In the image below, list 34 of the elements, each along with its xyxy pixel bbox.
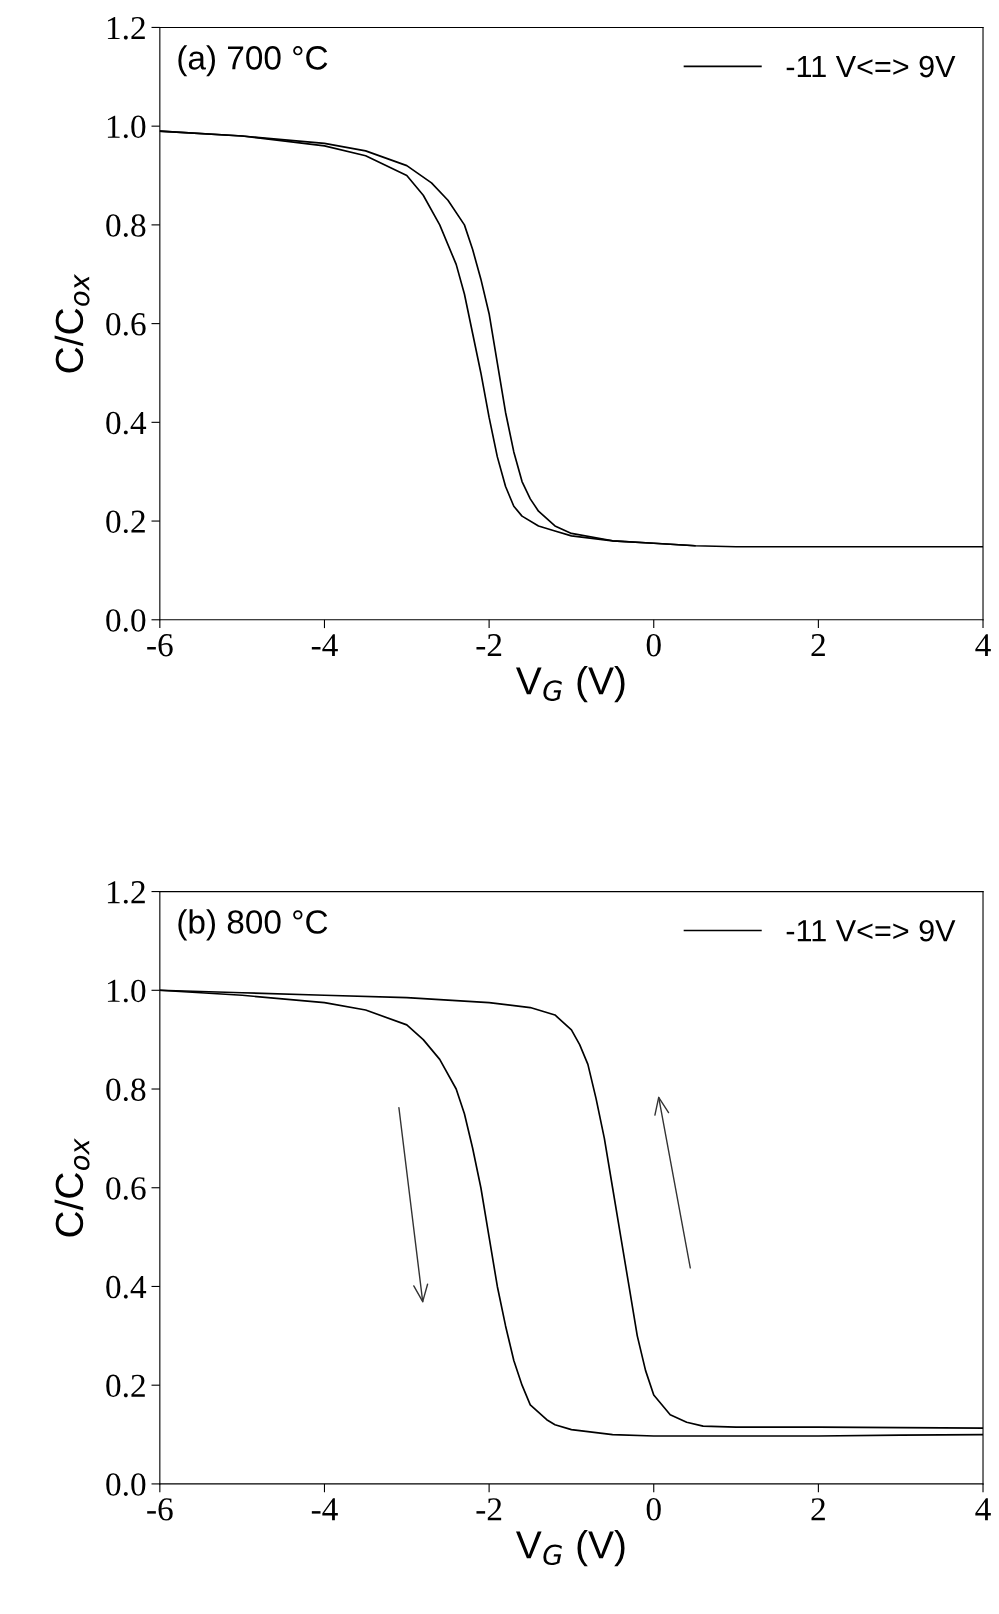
- y-tick-label: 0.0: [106, 609, 146, 632]
- y-tick-label: 0.2: [106, 510, 145, 534]
- x-axis-title: V$_{G}$ (V): [515, 1530, 625, 1567]
- y-tick-label: 0.4: [106, 1275, 147, 1299]
- legend-label: -11 V<=> 9V: [786, 919, 956, 942]
- x-tick-label: -4: [311, 1498, 338, 1521]
- y-tick-label: 0.0: [106, 1473, 146, 1496]
- x-tick-label: -6: [147, 634, 173, 657]
- x-tick-label: 0: [646, 633, 661, 657]
- y-tick-label: 1.2: [107, 881, 145, 904]
- y-tick-label: 1.2: [107, 16, 145, 40]
- legend-label: -11 V<=> 9V: [786, 55, 956, 78]
- y-tick-label: 0.8: [106, 214, 146, 237]
- y-tick-label: 0.4: [106, 411, 147, 435]
- y-tick-label: 1.0: [107, 115, 146, 139]
- x-tick-label: -6: [147, 1498, 173, 1521]
- y-tick-label: 0.6: [106, 313, 146, 336]
- x-tick-label: 4: [975, 634, 991, 657]
- x-tick-label: 4: [975, 1498, 991, 1521]
- x-tick-label: -4: [311, 634, 338, 657]
- x-tick-label: 2: [811, 1498, 825, 1521]
- y-tick-label: 0.8: [106, 1078, 146, 1102]
- chart-title: (b) 800 °C: [178, 909, 328, 941]
- x-tick-label: -2: [476, 1498, 502, 1521]
- y-axis-title: C/C$_{ox}$: [54, 1138, 90, 1237]
- x-tick-label: 0: [646, 1498, 661, 1521]
- y-tick-label: 0.2: [106, 1374, 145, 1398]
- x-tick-label: 2: [811, 634, 825, 657]
- y-axis-title: C/C$_{ox}$: [54, 274, 90, 373]
- y-tick-label: 0.6: [106, 1177, 146, 1200]
- x-tick-label: -2: [476, 634, 502, 657]
- y-tick-label: 1.0: [107, 979, 146, 1003]
- x-axis-title: V$_{G}$ (V): [515, 665, 625, 703]
- chart-title: (a) 700 °C: [178, 45, 328, 77]
